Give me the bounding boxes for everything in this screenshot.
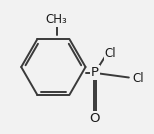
Text: O: O	[89, 112, 100, 125]
Text: P: P	[91, 66, 99, 79]
Text: Cl: Cl	[132, 72, 144, 85]
Text: Cl: Cl	[105, 47, 116, 60]
Text: CH₃: CH₃	[46, 13, 68, 26]
